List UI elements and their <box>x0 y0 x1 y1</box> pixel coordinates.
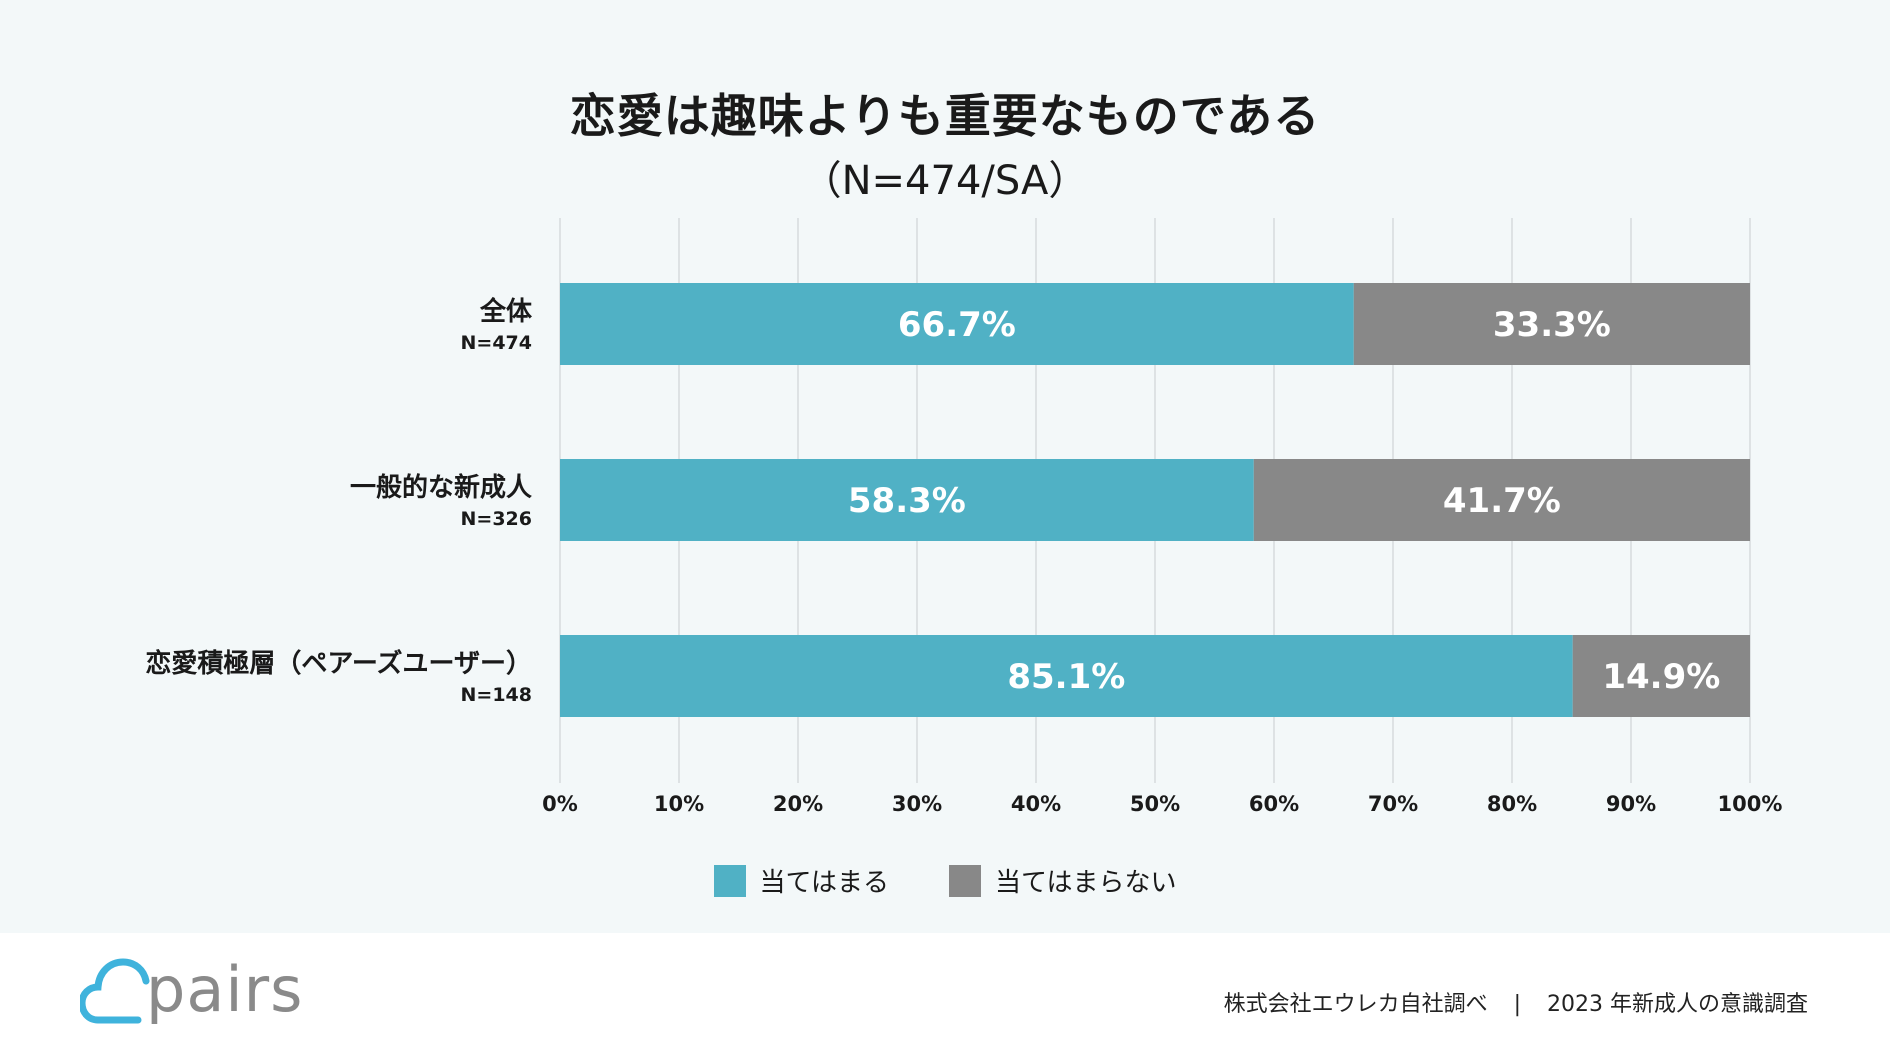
category-n-label: N=474 <box>461 332 532 354</box>
chart-title: 恋愛は趣味よりも重要なものである <box>569 89 1321 143</box>
legend-item-applies: 当てはまる <box>713 862 889 899</box>
x-tick-label: 100% <box>1718 792 1783 816</box>
bar-segment <box>1253 459 1750 541</box>
category-label: 一般的な新成人 <box>350 472 532 503</box>
x-tick-label: 30% <box>892 792 942 816</box>
x-tick-label: 0% <box>542 792 578 816</box>
legend-label-not-applies: 当てはまらない <box>995 868 1177 898</box>
footer-note: 株式会社エウレカ自社調べ | 2023 年新成人の意識調査 <box>1224 986 1808 1018</box>
x-tick-label: 60% <box>1249 792 1299 816</box>
category-label: 全体 <box>479 296 533 327</box>
bar-value-label: 66.7% <box>898 305 1016 345</box>
x-tick-label: 50% <box>1130 792 1180 816</box>
bar-value-label: 33.3% <box>1493 305 1611 345</box>
chart-subtitle: （N=474/SA） <box>801 158 1089 204</box>
bar-segment <box>1572 635 1750 717</box>
source-text: 株式会社エウレカ自社調べ <box>1223 992 1488 1017</box>
pairs-logo: pairs <box>80 950 303 1028</box>
x-tick-label: 90% <box>1606 792 1656 816</box>
cloud-icon <box>80 958 150 1024</box>
x-tick-label: 20% <box>773 792 823 816</box>
bar-segment <box>1353 283 1750 365</box>
bar-segment <box>560 635 1573 717</box>
bar-chart: 66.7% 33.3% 58.3% 41.7% 85.1% 14.9% 全体 N=474 一般… <box>145 218 1782 816</box>
legend-item-not-applies: 当てはまらない <box>949 862 1176 899</box>
legend-swatch-applies <box>713 864 746 897</box>
x-tick-label: 80% <box>1487 792 1537 816</box>
bar-value-label: 14.9% <box>1602 657 1720 697</box>
bars <box>560 283 1750 717</box>
category-n-label: N=148 <box>461 684 532 706</box>
survey-text: 2023 年新成人の意識調査 <box>1547 992 1808 1017</box>
legend-label-applies: 当てはまる <box>759 868 889 898</box>
category-label: 恋愛積極層（ペアーズユーザー） <box>145 648 532 679</box>
x-tick-label: 10% <box>654 792 704 816</box>
value-labels: 66.7% 33.3% 58.3% 41.7% 85.1% 14.9% <box>848 305 1720 697</box>
bar-segment <box>560 283 1354 365</box>
x-tick-label: 40% <box>1011 792 1061 816</box>
bar-segment <box>560 459 1254 541</box>
logo-text: pairs <box>146 952 304 1026</box>
category-n-label: N=326 <box>461 508 532 530</box>
footer-separator: | <box>1513 992 1522 1017</box>
bar-value-label: 85.1% <box>1007 657 1125 697</box>
x-tick-label: 70% <box>1368 792 1418 816</box>
bar-value-label: 58.3% <box>848 481 966 521</box>
bar-value-label: 41.7% <box>1443 481 1561 521</box>
category-labels: 全体 N=474 一般的な新成人 N=326 恋愛積極層（ペアーズユーザー） N=148 <box>145 296 533 706</box>
legend: 当てはまる 当てはまらない <box>0 862 1890 899</box>
legend-swatch-not-applies <box>949 864 981 897</box>
x-tick-labels: 0% 10% 20% 30% 40% 50% 60% 70% 80% 90% 100% <box>542 792 1782 816</box>
